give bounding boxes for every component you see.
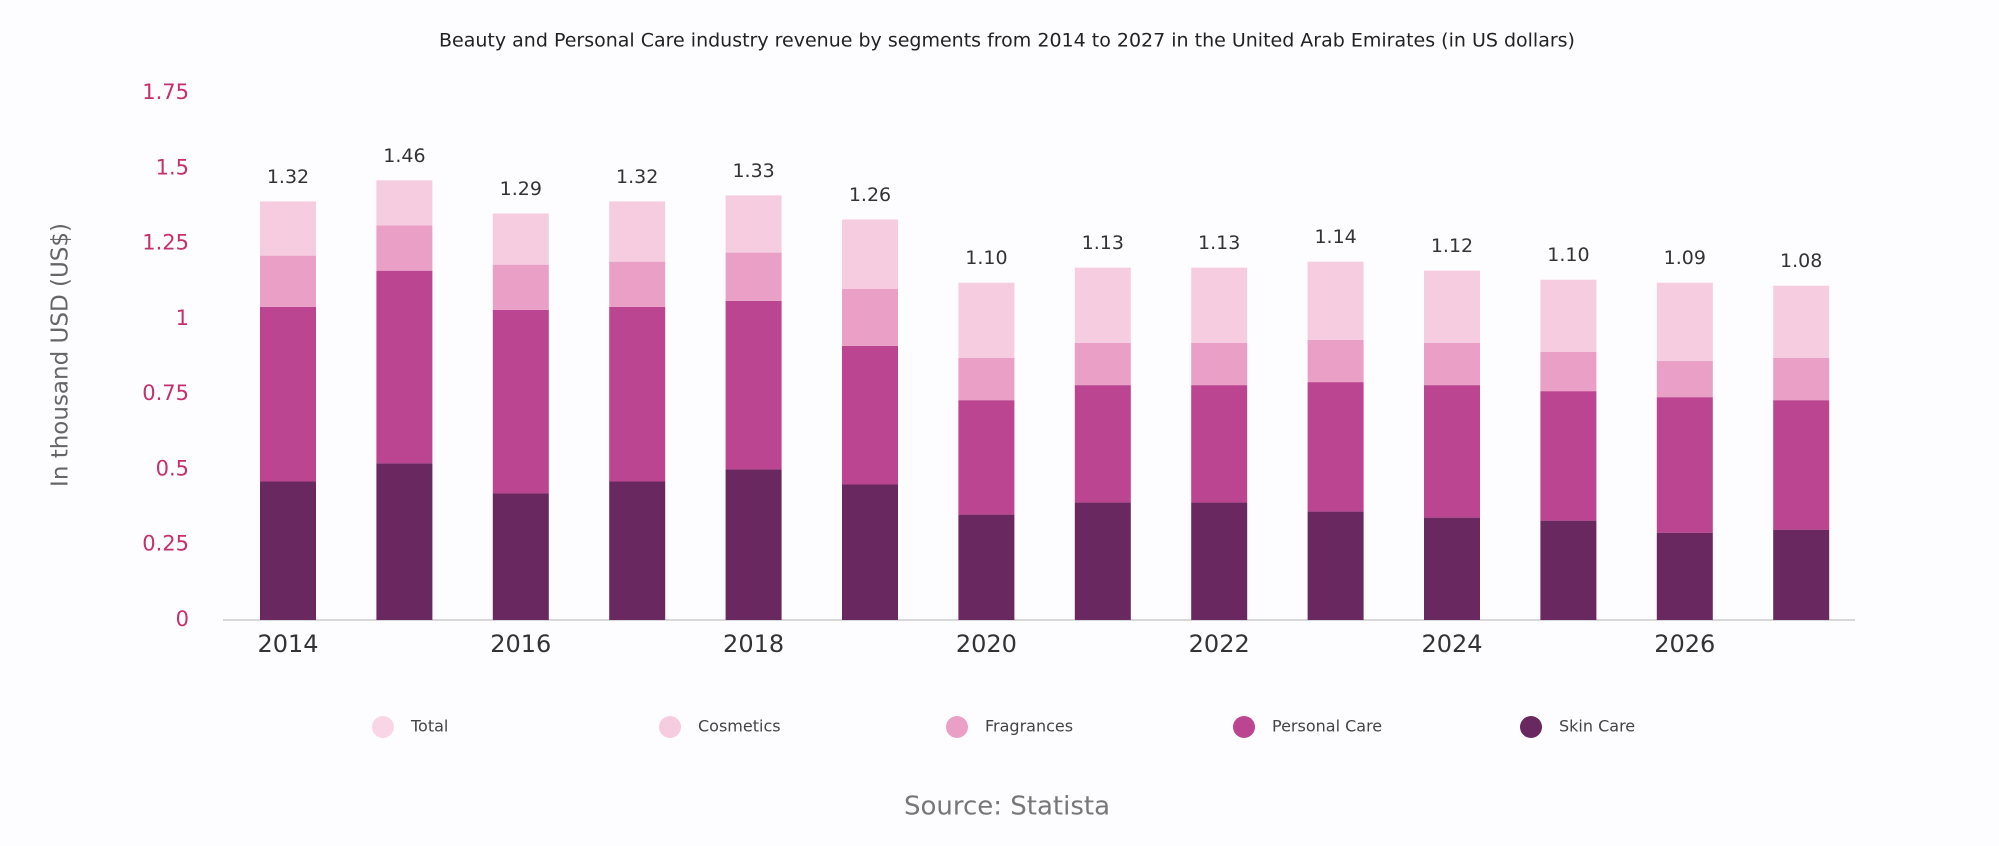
x-tick-label: 2014 bbox=[257, 630, 318, 658]
x-tick-label: 2020 bbox=[956, 630, 1017, 658]
legend-label: Cosmetics bbox=[698, 717, 781, 736]
bar-segment bbox=[376, 270, 433, 464]
legend-swatch bbox=[1233, 716, 1255, 738]
y-tick-label: 1.5 bbox=[156, 155, 189, 179]
bar-segment bbox=[958, 358, 1015, 401]
total-label: 1.32 bbox=[267, 166, 309, 188]
bar-segment bbox=[1540, 351, 1597, 392]
y-tick-label: 1 bbox=[176, 306, 189, 330]
bar-segment bbox=[1424, 342, 1480, 386]
bar-segment bbox=[609, 201, 666, 262]
bar-segment bbox=[842, 345, 898, 485]
chart-title: Beauty and Personal Care industry revenu… bbox=[439, 30, 1575, 52]
bar-segment bbox=[725, 195, 782, 253]
x-tick-label: 2026 bbox=[1654, 630, 1715, 658]
legend-swatch bbox=[659, 716, 681, 738]
bar-segment bbox=[492, 213, 549, 265]
bar-segment bbox=[492, 309, 549, 494]
bar-segment bbox=[1307, 511, 1364, 620]
bar-segment bbox=[1656, 361, 1713, 398]
bar-segment bbox=[1307, 339, 1364, 383]
total-label: 1.08 bbox=[1780, 250, 1822, 272]
y-tick-label: 0 bbox=[176, 607, 189, 631]
bar-segment bbox=[725, 252, 782, 301]
bar-segment bbox=[492, 264, 549, 310]
bar-segment bbox=[1540, 520, 1597, 620]
bar-segment bbox=[260, 201, 316, 256]
bar-segment bbox=[958, 282, 1015, 359]
bar-segment bbox=[725, 469, 782, 620]
bar-segment bbox=[958, 514, 1015, 620]
bar-segment bbox=[1191, 342, 1248, 386]
bar-segment bbox=[1773, 285, 1830, 359]
bar-segment bbox=[842, 288, 898, 346]
y-axis-title: In thousand USD (US$) bbox=[48, 223, 74, 487]
legend-label: Total bbox=[410, 717, 448, 736]
legend-label: Personal Care bbox=[1272, 717, 1382, 736]
y-tick-label: 0.25 bbox=[142, 532, 189, 556]
total-label: 1.12 bbox=[1431, 235, 1473, 257]
total-label: 1.29 bbox=[500, 178, 542, 200]
total-label: 1.09 bbox=[1664, 247, 1706, 269]
bar-segment bbox=[1424, 385, 1480, 518]
x-tick-label: 2016 bbox=[490, 630, 551, 658]
bar-segment bbox=[1656, 397, 1713, 533]
y-tick-label: 1.75 bbox=[142, 80, 189, 104]
bar-segment bbox=[1773, 358, 1830, 401]
bar-segment bbox=[842, 484, 898, 620]
bar-segment bbox=[376, 225, 433, 271]
legend-label: Fragrances bbox=[985, 717, 1073, 736]
bar-segment bbox=[842, 219, 898, 289]
legend-swatch bbox=[946, 716, 968, 738]
total-label: 1.13 bbox=[1198, 232, 1240, 254]
bar-segment bbox=[1191, 267, 1248, 343]
bar-segment bbox=[260, 306, 316, 482]
source: Source: Statista bbox=[904, 792, 1110, 822]
bar-segment bbox=[1540, 279, 1597, 352]
bar-segment bbox=[609, 306, 666, 482]
total-label: 1.14 bbox=[1314, 226, 1356, 248]
bar-segment bbox=[1540, 391, 1597, 521]
bar-segment bbox=[1307, 382, 1364, 512]
bar-segment bbox=[1424, 270, 1480, 343]
bar-segment bbox=[1074, 385, 1131, 503]
bar-segment bbox=[1074, 342, 1131, 386]
total-label: 1.26 bbox=[849, 184, 891, 206]
bar-segment bbox=[1074, 267, 1131, 343]
x-tick-label: 2024 bbox=[1421, 630, 1482, 658]
x-tick-label: 2018 bbox=[723, 630, 784, 658]
bar-segment bbox=[260, 255, 316, 307]
total-label: 1.32 bbox=[616, 166, 658, 188]
bar-segment bbox=[725, 300, 782, 470]
bar-segment bbox=[376, 463, 433, 620]
total-label: 1.33 bbox=[732, 160, 774, 182]
total-label: 1.10 bbox=[1547, 244, 1589, 266]
bar-segment bbox=[376, 180, 433, 226]
legend-swatch bbox=[1520, 716, 1542, 738]
bar-segment bbox=[958, 400, 1015, 515]
x-tick-label: 2022 bbox=[1189, 630, 1250, 658]
y-tick-label: 1.25 bbox=[142, 231, 189, 255]
bar-segment bbox=[1656, 532, 1713, 620]
total-label: 1.46 bbox=[383, 145, 425, 167]
bar-segment bbox=[1424, 517, 1480, 620]
bar-segment bbox=[1656, 282, 1713, 362]
bar-segment bbox=[1191, 502, 1248, 620]
bar-segment bbox=[1773, 529, 1830, 620]
bar-segment bbox=[609, 481, 666, 620]
bar-segment bbox=[260, 481, 316, 620]
total-label: 1.13 bbox=[1082, 232, 1124, 254]
bar-segment bbox=[1191, 385, 1248, 503]
bar-segment bbox=[1307, 261, 1364, 340]
bar-segment bbox=[492, 493, 549, 620]
legend-swatch bbox=[372, 716, 394, 738]
bar-segment bbox=[1074, 502, 1131, 620]
y-tick-label: 0.75 bbox=[142, 381, 189, 405]
total-label: 1.10 bbox=[965, 247, 1007, 269]
bar-segment bbox=[1773, 400, 1830, 530]
bar-segment bbox=[609, 261, 666, 307]
y-tick-label: 0.5 bbox=[156, 456, 189, 480]
legend-label: Skin Care bbox=[1559, 717, 1635, 736]
